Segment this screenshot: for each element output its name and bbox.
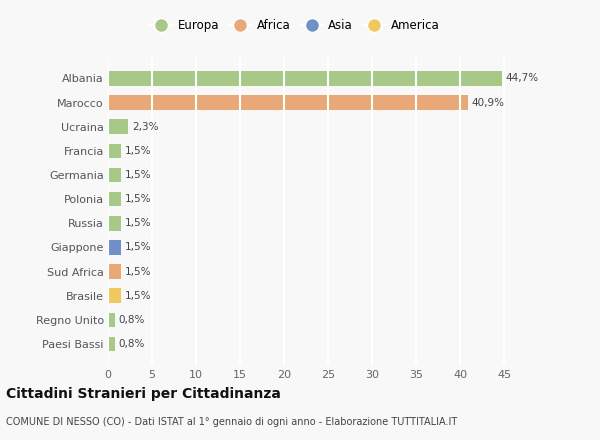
Bar — [108, 95, 468, 110]
Bar — [108, 71, 502, 86]
Text: 44,7%: 44,7% — [505, 73, 538, 84]
Text: 1,5%: 1,5% — [125, 170, 151, 180]
Bar — [108, 192, 121, 206]
Text: 0,8%: 0,8% — [119, 339, 145, 349]
Text: 1,5%: 1,5% — [125, 218, 151, 228]
Bar — [108, 264, 121, 279]
Bar — [108, 120, 128, 134]
Bar — [108, 337, 115, 351]
Text: 1,5%: 1,5% — [125, 267, 151, 277]
Legend: Europa, Africa, Asia, America: Europa, Africa, Asia, America — [147, 17, 442, 35]
Bar — [108, 240, 121, 255]
Text: COMUNE DI NESSO (CO) - Dati ISTAT al 1° gennaio di ogni anno - Elaborazione TUTT: COMUNE DI NESSO (CO) - Dati ISTAT al 1° … — [6, 417, 457, 427]
Text: 40,9%: 40,9% — [472, 98, 505, 107]
Bar — [108, 289, 121, 303]
Bar — [108, 216, 121, 231]
Text: 1,5%: 1,5% — [125, 194, 151, 204]
Bar — [108, 312, 115, 327]
Text: 1,5%: 1,5% — [125, 242, 151, 253]
Text: 1,5%: 1,5% — [125, 291, 151, 301]
Text: 0,8%: 0,8% — [119, 315, 145, 325]
Text: Cittadini Stranieri per Cittadinanza: Cittadini Stranieri per Cittadinanza — [6, 387, 281, 401]
Text: 1,5%: 1,5% — [125, 146, 151, 156]
Bar — [108, 143, 121, 158]
Bar — [108, 168, 121, 182]
Text: 2,3%: 2,3% — [132, 122, 158, 132]
